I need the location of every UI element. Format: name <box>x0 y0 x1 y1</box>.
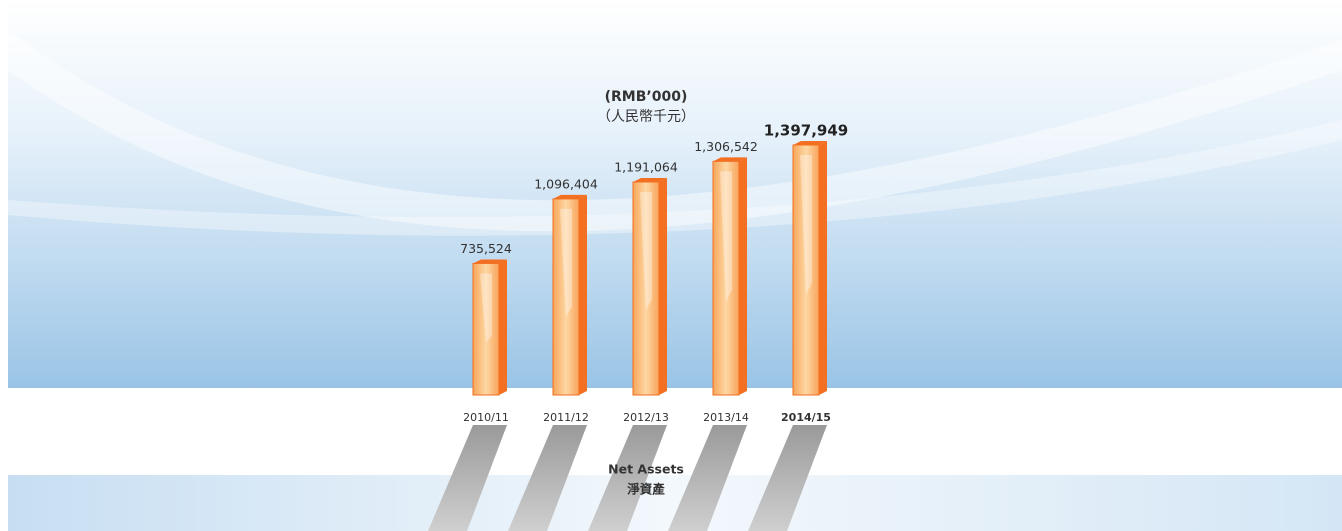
bar-shadow <box>428 425 507 531</box>
bar <box>632 181 660 396</box>
caption: Net Assets <box>608 462 684 477</box>
background <box>8 0 1342 388</box>
bar-side <box>739 157 747 395</box>
bar-top <box>713 157 747 162</box>
value-label: 1,191,064 <box>614 159 678 174</box>
bar-side <box>499 259 507 395</box>
x-tick-label: 2012/13 <box>623 411 669 424</box>
x-tick-label: 2014/15 <box>781 411 831 424</box>
bar-top <box>793 141 827 145</box>
bar-shadow <box>748 425 827 531</box>
swoosh <box>8 30 1342 232</box>
chart-subtitle: （人民幣千元） <box>597 109 695 125</box>
value-label: 1,397,949 <box>764 122 848 140</box>
bar <box>472 262 500 396</box>
bar-side <box>819 141 827 395</box>
value-label: 1,096,404 <box>534 176 598 191</box>
x-tick-label: 2013/14 <box>703 411 749 424</box>
bar-highlight <box>560 208 572 317</box>
bar-side <box>579 194 587 395</box>
bar-highlight <box>640 191 652 310</box>
bar-shadow <box>668 425 747 531</box>
bar-shadow <box>508 425 587 531</box>
bar-top <box>633 177 667 182</box>
swoosh <box>8 120 1342 236</box>
value-label: 735,524 <box>460 241 512 256</box>
bar-highlight <box>480 273 492 343</box>
bar-top <box>553 194 587 199</box>
caption-zh: 淨資產 <box>627 482 665 497</box>
value-label: 1,306,542 <box>694 139 758 154</box>
bar-highlight <box>720 171 732 302</box>
bar-top <box>473 259 507 264</box>
bar <box>792 144 820 396</box>
chart-title: (RMB’000) <box>605 89 688 105</box>
x-tick-label: 2010/11 <box>463 411 509 424</box>
bar-highlight <box>800 155 812 295</box>
bar-shadow <box>588 425 667 531</box>
x-tick-label: 2011/12 <box>543 411 589 424</box>
bar-side <box>659 177 667 395</box>
